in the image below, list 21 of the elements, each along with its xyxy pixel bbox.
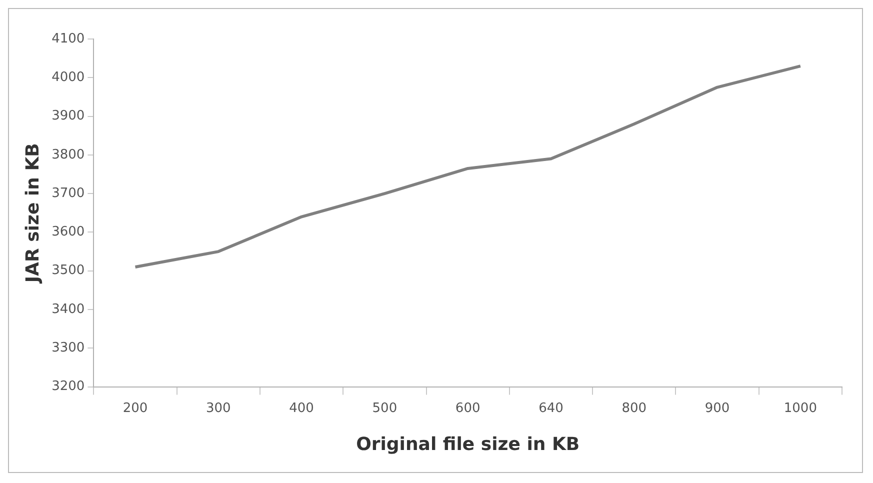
y-tick-label: 4100 (52, 31, 85, 46)
y-tick-label: 3900 (52, 108, 85, 124)
x-tick-label: 800 (622, 400, 647, 416)
x-tick-label: 200 (122, 400, 148, 416)
y-tick-label: 4000 (52, 70, 85, 86)
y-tick-label: 3200 (52, 379, 85, 394)
x-tick-label: 900 (704, 400, 730, 416)
x-tick-label: 300 (206, 400, 231, 416)
x-tick-label: 1000 (784, 400, 817, 416)
x-tick-label: 500 (372, 400, 398, 416)
y-tick-label: 3600 (52, 224, 85, 240)
x-axis-title: Original file size in KB (356, 434, 580, 455)
y-tick-label: 3800 (52, 147, 85, 162)
y-tick-label: 3500 (52, 263, 85, 278)
y-axis-title: JAR size in KB (22, 143, 44, 285)
x-tick-label: 640 (538, 400, 564, 416)
y-tick-label: 3700 (52, 186, 85, 201)
y-tick-label: 3400 (52, 302, 85, 317)
x-tick-label: 600 (455, 400, 480, 416)
y-tick-label: 3300 (52, 340, 85, 356)
x-tick-label: 400 (289, 400, 314, 416)
